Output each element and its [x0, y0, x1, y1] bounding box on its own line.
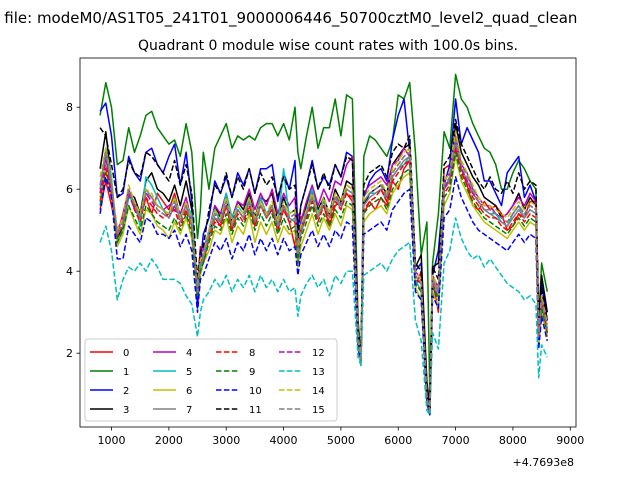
x-offset-label: +4.7693e8 — [513, 456, 574, 469]
legend-item-12: 12 — [279, 348, 325, 359]
y-tick-label: 6 — [66, 183, 73, 196]
legend-item-4: 4 — [153, 348, 192, 359]
legend-label: 11 — [249, 405, 262, 416]
x-axis: 1000 2000 3000 4000 5000 6000 7000 8000 9000 — [98, 427, 584, 447]
x-tick-label: 6000 — [384, 434, 412, 447]
series-line-8 — [99, 147, 549, 412]
chart-title: Quadrant 0 module wise count rates with … — [138, 38, 518, 54]
legend-label: 6 — [186, 386, 192, 397]
legend-label: 7 — [186, 405, 192, 416]
y-tick-label: 2 — [66, 347, 73, 360]
legend-label: 15 — [312, 405, 325, 416]
legend-label: 5 — [186, 367, 192, 378]
legend-item-14: 14 — [279, 386, 325, 397]
series-line-15 — [99, 139, 549, 412]
legend-item-6: 6 — [153, 386, 192, 397]
series-line-1 — [99, 73, 549, 395]
x-tick-label: 8000 — [499, 434, 527, 447]
legend-label: 2 — [123, 386, 129, 397]
legend-item-2: 2 — [90, 386, 129, 397]
legend-item-5: 5 — [153, 367, 192, 378]
series-line-11 — [99, 118, 549, 412]
axes-frame — [79, 57, 577, 428]
legend-label: 8 — [249, 348, 255, 359]
series-line-3 — [99, 122, 549, 408]
series-layer — [99, 73, 549, 416]
legend-item-9: 9 — [216, 367, 255, 378]
legend-box — [84, 338, 338, 422]
y-axis: 2 4 6 8 — [66, 101, 80, 360]
legend-label: 14 — [312, 386, 325, 397]
series-line-13 — [99, 217, 548, 416]
legend-item-11: 11 — [216, 405, 262, 416]
figure-suptitle: n file: modeM0/AS1T05_241T01_9000006446_… — [0, 9, 577, 28]
series-line-6 — [99, 155, 549, 416]
legend-item-1: 1 — [90, 367, 129, 378]
legend-item-8: 8 — [216, 348, 255, 359]
x-tick-label: 9000 — [556, 434, 584, 447]
legend-label: 3 — [123, 405, 129, 416]
legend-label: 10 — [249, 386, 262, 397]
x-tick-label: 1000 — [98, 434, 126, 447]
x-tick-label: 4000 — [270, 434, 298, 447]
x-tick-label: 7000 — [442, 434, 470, 447]
x-tick-label: 2000 — [155, 434, 183, 447]
legend-label: 1 — [123, 367, 129, 378]
legend-label: 0 — [123, 348, 129, 359]
y-tick-label: 4 — [66, 265, 73, 278]
legend-label: 9 — [249, 367, 255, 378]
legend-item-13: 13 — [279, 367, 325, 378]
series-line-14 — [99, 131, 549, 412]
legend-label: 4 — [186, 348, 192, 359]
series-line-9 — [99, 151, 549, 416]
legend-label: 12 — [312, 348, 325, 359]
x-tick-label: 5000 — [327, 434, 355, 447]
legend-item-15: 15 — [279, 405, 325, 416]
legend-item-10: 10 — [216, 386, 262, 397]
legend-item-7: 7 — [153, 405, 192, 416]
y-tick-label: 8 — [66, 101, 73, 114]
legend-label: 13 — [312, 367, 325, 378]
legend-item-3: 3 — [90, 405, 129, 416]
series-line-10 — [99, 176, 549, 416]
legend-item-0: 0 — [90, 348, 129, 359]
x-tick-label: 3000 — [212, 434, 240, 447]
